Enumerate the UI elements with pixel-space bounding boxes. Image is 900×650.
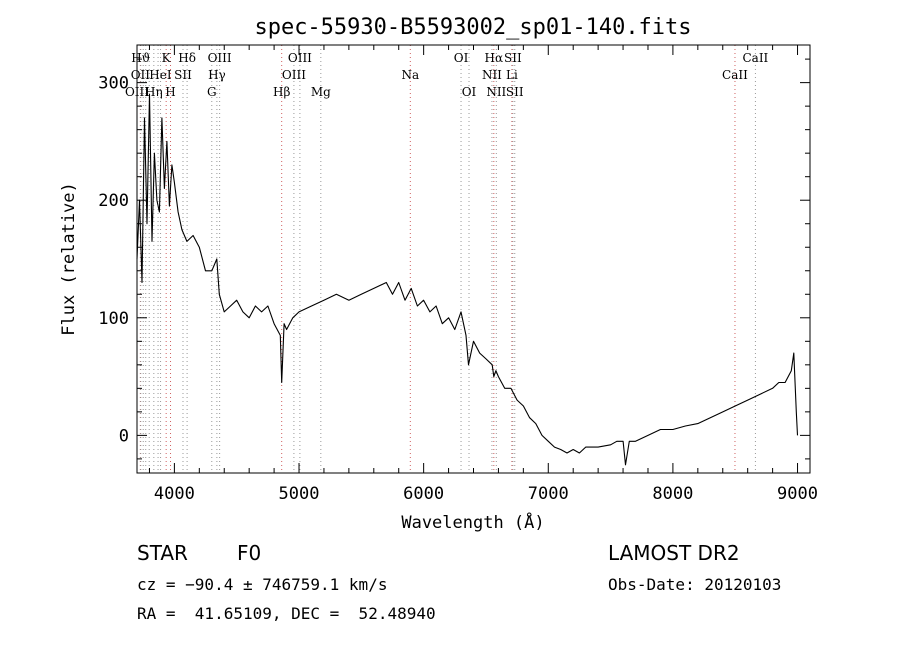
line-label: Hα xyxy=(485,51,504,65)
y-tick-label: 200 xyxy=(98,191,129,211)
x-tick-label: 4000 xyxy=(154,484,195,504)
line-label: OIII xyxy=(288,51,312,65)
line-label: Hδ xyxy=(178,51,196,65)
x-axis-label: Wavelength (Å) xyxy=(401,511,544,533)
line-label: CaII xyxy=(742,51,768,65)
line-label: CaII xyxy=(722,68,748,82)
observation-date: Obs-Date: 20120103 xyxy=(608,575,782,594)
line-label-layer: Hϑ OII OIII K HeI Hη SII H Hδ OIII Hγ G Hβ OIII OIII Mg… xyxy=(125,51,769,99)
line-label: SII xyxy=(504,51,522,65)
x-tick-label: 6000 xyxy=(403,484,444,504)
chart-title: spec-55930-B5593002_sp01-140.fits xyxy=(254,15,691,40)
line-label: OIII xyxy=(125,85,149,99)
redshift-velocity: cz = −90.4 ± 746759.1 km/s xyxy=(137,575,388,594)
line-label: Hβ xyxy=(273,85,290,99)
plot-frame xyxy=(136,44,811,474)
x-tick-label: 8000 xyxy=(652,484,693,504)
y-axis-label: Flux (relative) xyxy=(59,182,79,336)
line-label: Mg xyxy=(311,85,331,99)
line-label: Hη xyxy=(145,85,163,99)
subclass: F0 xyxy=(237,541,262,565)
line-label: Li xyxy=(506,68,518,82)
spectrum-layer xyxy=(136,93,799,466)
spectrum-series-line xyxy=(136,93,799,466)
y-tick-label: 100 xyxy=(98,309,129,329)
line-marker-layer xyxy=(136,45,756,473)
object-class: STAR xyxy=(137,541,188,565)
survey-name: LAMOST DR2 xyxy=(608,541,740,565)
line-label: OIII xyxy=(208,51,232,65)
line-label: SII xyxy=(506,85,524,99)
line-label: Na xyxy=(401,68,419,82)
y-tick-label: 300 xyxy=(98,74,129,94)
x-tick-label: 9000 xyxy=(777,484,818,504)
line-label: H xyxy=(165,85,175,99)
line-label: Hϑ xyxy=(131,51,150,65)
line-label: OII xyxy=(131,68,151,82)
line-label: G xyxy=(207,85,217,99)
x-tick-layer: 4000 5000 6000 7000 8000 9000 xyxy=(148,45,818,504)
line-label: SII xyxy=(174,68,192,82)
line-label: OIII xyxy=(282,68,306,82)
line-label: K xyxy=(162,51,172,65)
line-label: Hγ xyxy=(208,68,226,82)
line-label: HeI xyxy=(149,68,172,82)
line-label: OI xyxy=(462,85,477,99)
x-tick-label: 7000 xyxy=(528,484,569,504)
y-tick-layer: 0 100 200 300 xyxy=(98,58,810,460)
x-tick-label: 5000 xyxy=(279,484,320,504)
sky-coordinates: RA = 41.65109, DEC = 52.48940 xyxy=(137,604,436,623)
y-tick-label: 0 xyxy=(119,426,129,446)
line-label: NII xyxy=(482,68,502,82)
line-label: NII xyxy=(486,85,506,99)
line-label: OI xyxy=(454,51,469,65)
